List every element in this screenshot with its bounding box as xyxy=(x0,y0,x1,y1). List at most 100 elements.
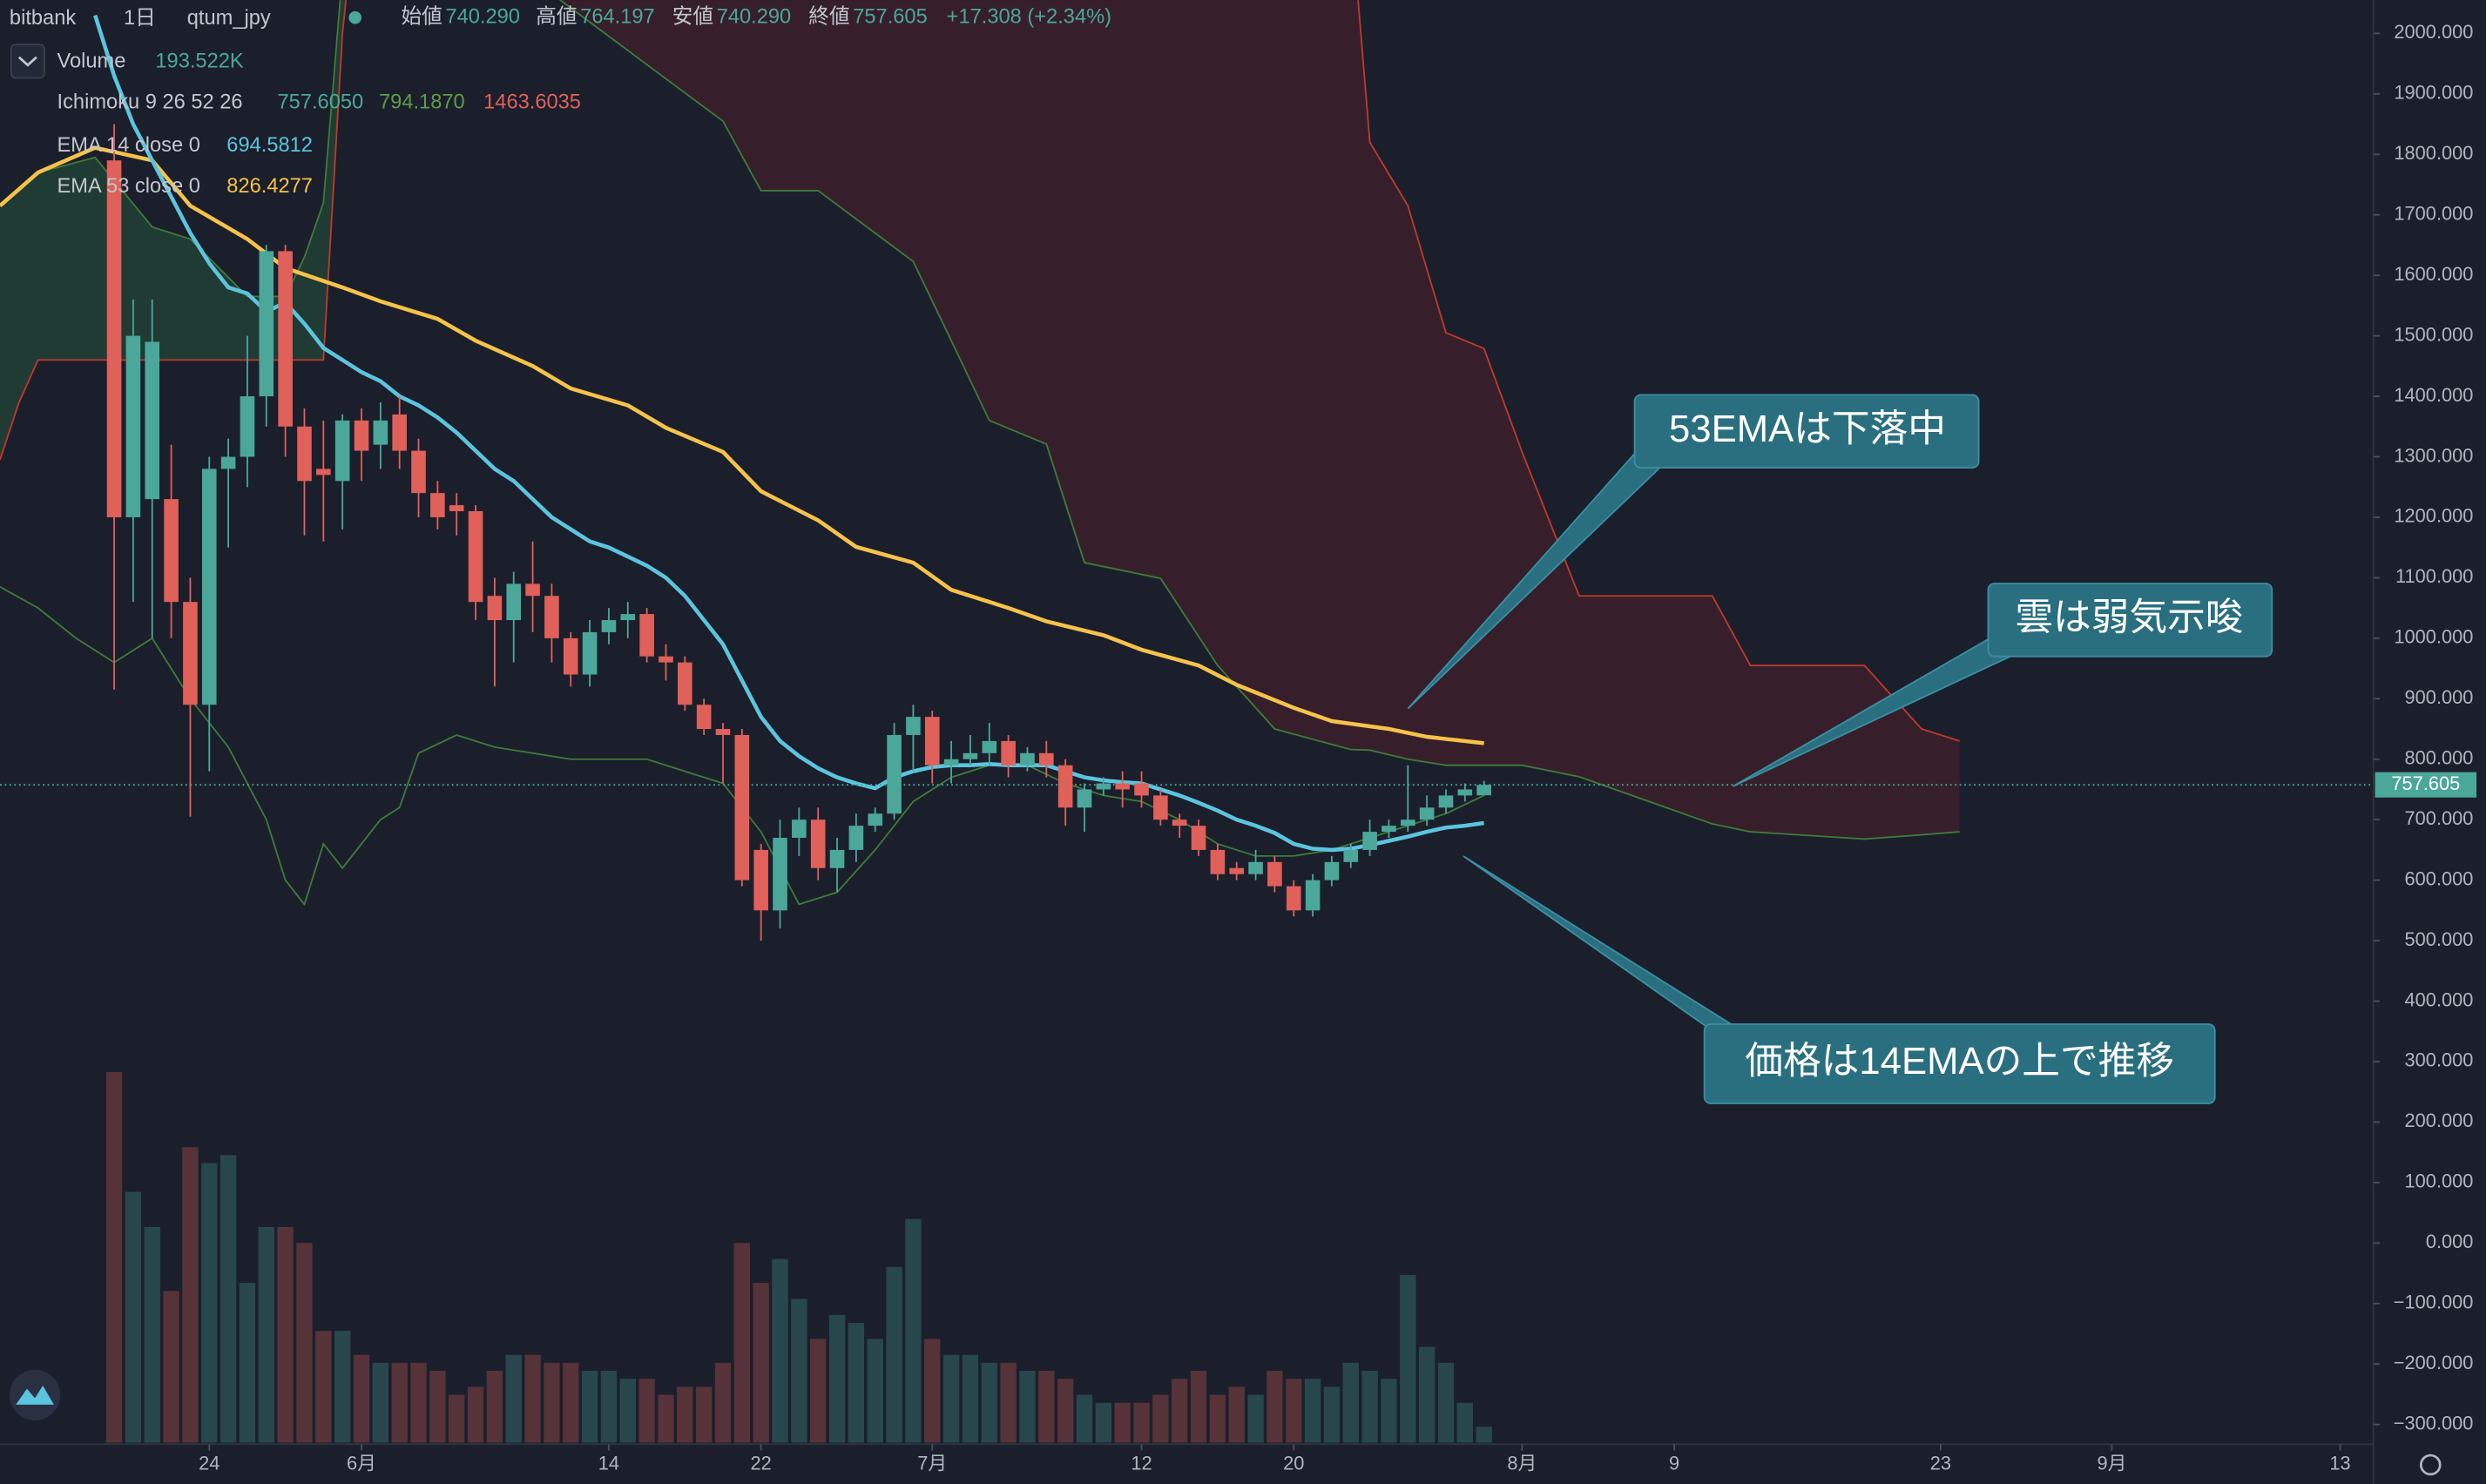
volume-bar xyxy=(505,1354,522,1443)
ohlc-value: 740.290 xyxy=(445,5,520,28)
x-tick-label: 7月 xyxy=(917,1453,947,1474)
candle-body xyxy=(563,637,578,675)
volume-bar xyxy=(429,1371,446,1443)
legend-value: 757.6050 xyxy=(278,91,364,114)
cloud-fill xyxy=(913,0,952,341)
volume-bar xyxy=(372,1362,389,1443)
callout-text: 価格は14EMAの上で推移 xyxy=(1745,1040,2174,1083)
candle-body xyxy=(1039,752,1054,766)
legend-value: 193.522K xyxy=(155,50,244,72)
span-a-line xyxy=(0,0,1960,840)
ohlc-label: 安値 xyxy=(672,4,713,28)
candle-body xyxy=(868,813,883,826)
candle-body xyxy=(316,469,331,476)
candle-body xyxy=(696,705,712,730)
cloud-fill xyxy=(760,0,819,191)
x-tick-label: 23 xyxy=(1930,1453,1951,1474)
volume-bar xyxy=(677,1386,693,1443)
volume-bar xyxy=(924,1339,941,1443)
volume-bar xyxy=(772,1258,788,1443)
candle-body xyxy=(1115,783,1130,790)
candle-body xyxy=(449,505,464,512)
volume-bar xyxy=(220,1155,237,1443)
candle-body xyxy=(487,596,503,621)
volume-bar xyxy=(315,1331,332,1443)
volume-bar xyxy=(182,1147,199,1443)
volume-bar xyxy=(1247,1394,1264,1443)
legend-value: 1463.6035 xyxy=(483,91,581,114)
volume-bar xyxy=(1038,1371,1055,1443)
status-dot xyxy=(348,10,361,24)
cloud-fill xyxy=(1274,0,1351,750)
cloud-fill xyxy=(1160,0,1218,666)
cloud-fill xyxy=(1217,0,1275,730)
candle-body xyxy=(773,838,787,911)
y-tick-label: 1300.000 xyxy=(2394,444,2473,466)
volume-bar xyxy=(1323,1386,1341,1443)
logo[interactable] xyxy=(9,1369,61,1421)
symbol: qtum_jpy xyxy=(187,7,271,30)
candle-body xyxy=(1400,820,1415,826)
candle-body xyxy=(829,849,845,868)
candle-body xyxy=(334,420,350,482)
collapse-button[interactable] xyxy=(10,44,45,79)
candle-body xyxy=(1153,795,1168,820)
cloud-fill xyxy=(1712,596,1751,833)
y-tick-label: 800.000 xyxy=(2405,747,2474,769)
volume-bar xyxy=(296,1243,313,1443)
y-tick-label: 0.000 xyxy=(2426,1231,2474,1252)
candle-body xyxy=(125,335,141,517)
y-tick-label: 2000.000 xyxy=(2394,21,2473,43)
cloud-fill xyxy=(1445,333,1484,766)
candle-body xyxy=(392,414,407,451)
ohlc-label: 高値 xyxy=(536,4,577,28)
y-tick-label: 700.000 xyxy=(2405,807,2474,829)
volume-bar xyxy=(981,1362,997,1443)
y-tick-label: 300.000 xyxy=(2405,1049,2474,1071)
candle-body xyxy=(411,450,426,494)
candle-body xyxy=(220,456,236,469)
volume-bar xyxy=(1172,1379,1188,1443)
chevron-icon xyxy=(17,56,37,67)
volume-bar xyxy=(1190,1371,1207,1443)
volume-bar xyxy=(658,1394,674,1443)
cloud-fill xyxy=(18,172,38,402)
x-tick-label: 6月 xyxy=(347,1453,376,1474)
candle-body xyxy=(792,820,807,839)
volume-bar xyxy=(1476,1427,1492,1443)
candle-body xyxy=(1476,785,1491,796)
settings-icon[interactable] xyxy=(2420,1454,2442,1476)
candle-body xyxy=(1248,861,1263,874)
axes: 2000.000 1900.000 1800.000 1700.000 1600.000… xyxy=(199,21,2477,1474)
y-tick-label: 100.000 xyxy=(2405,1170,2474,1192)
x-tick-label: 8月 xyxy=(1507,1453,1537,1474)
cloud-fill xyxy=(1084,0,1161,579)
x-tick-label: 9月 xyxy=(2097,1453,2126,1474)
candle-body xyxy=(106,160,122,517)
volume-bar xyxy=(1381,1379,1397,1443)
callout-text: 雲は弱気示唆 xyxy=(2015,596,2243,638)
logo-mark xyxy=(16,1385,54,1405)
span-b-line xyxy=(0,0,1960,742)
candle-body xyxy=(183,602,198,705)
ohlc-value: 764.197 xyxy=(580,5,655,28)
volume-bar xyxy=(905,1218,922,1443)
x-tick-label: 20 xyxy=(1283,1453,1304,1474)
candle-body xyxy=(1001,740,1016,766)
cloud-fill xyxy=(951,0,990,421)
volume-bar xyxy=(391,1362,408,1443)
volume-bar xyxy=(962,1354,979,1443)
legend-name: Ichimoku 9 26 52 26 xyxy=(57,91,243,114)
candle-body xyxy=(639,614,654,657)
volume-bar xyxy=(105,1071,123,1443)
volume-bar xyxy=(791,1298,807,1443)
ohlc-label: 終値 xyxy=(808,4,849,28)
volume-bar xyxy=(1152,1394,1169,1443)
candle-body xyxy=(1438,795,1454,808)
candle-body xyxy=(982,740,997,753)
x-tick-label: 22 xyxy=(751,1453,772,1474)
cloud-fill xyxy=(152,226,191,361)
candle-body xyxy=(373,420,388,445)
volume-bar xyxy=(524,1354,541,1443)
